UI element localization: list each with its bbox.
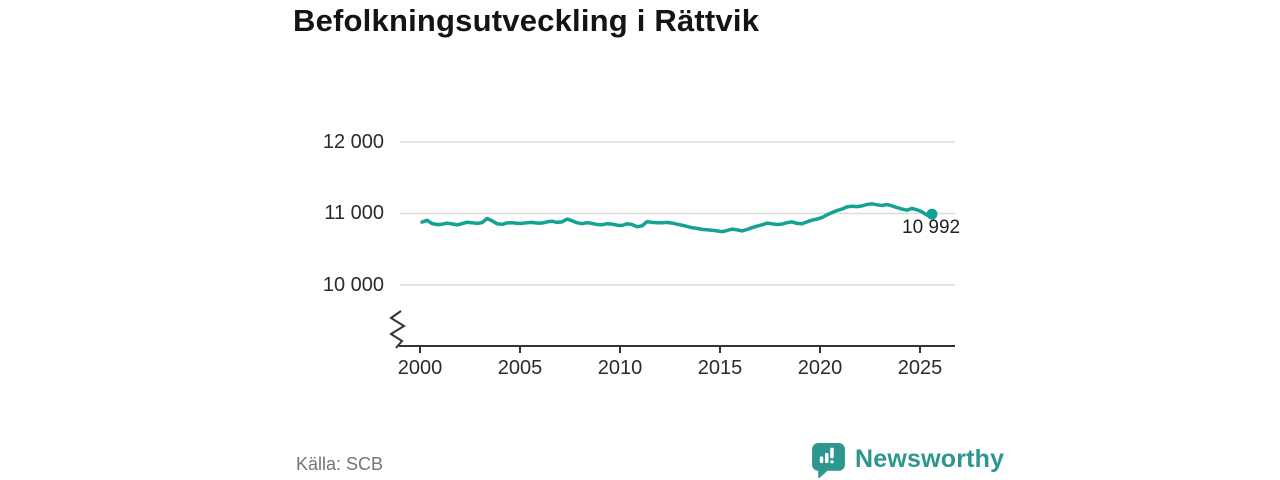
axis-break-icon — [389, 310, 406, 349]
y-tick-label: 12 000 — [322, 131, 384, 153]
source-label: Källa: SCB — [296, 454, 384, 474]
y-tick-label: 11 000 — [324, 202, 384, 224]
x-tick-label: 2025 — [897, 357, 943, 379]
end-value-label: 10 992 — [902, 217, 961, 238]
x-tick-label: 2010 — [597, 357, 643, 379]
x-tick-label: 2005 — [497, 357, 543, 379]
x-tick-label: 2000 — [397, 357, 443, 379]
x-axis-ticks — [419, 346, 921, 353]
x-axis — [389, 310, 955, 353]
gridlines — [400, 141, 955, 286]
population-line — [420, 202, 934, 234]
newsworthy-logo-text: Newsworthy — [855, 445, 1005, 473]
x-tick-label: 2015 — [697, 357, 743, 379]
logo-bars — [819, 447, 834, 464]
chart-title: Befolkningsutveckling i Rättvik — [293, 3, 760, 38]
end-point-dot — [926, 208, 938, 220]
newsworthy-logo: Newsworthy — [810, 441, 1004, 478]
bar-chart-bubble-icon — [812, 443, 845, 478]
x-tick-label: 2020 — [797, 357, 843, 379]
y-tick-label: 10 000 — [322, 274, 384, 296]
